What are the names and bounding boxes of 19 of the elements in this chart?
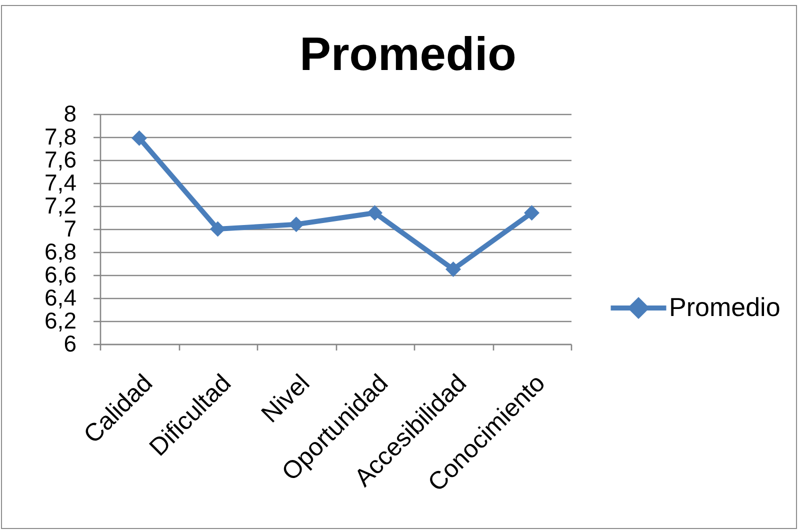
y-tick-label: 6,2 — [44, 308, 76, 334]
y-tick-label: 7,2 — [44, 192, 76, 218]
y-tick-label: 7,8 — [44, 124, 76, 150]
point — [367, 205, 382, 221]
y-tick-label: 8 — [64, 100, 76, 126]
y-tick-label: 6 — [64, 330, 76, 356]
y-tick-label: 6,8 — [44, 238, 76, 264]
y-tick-label: 6,6 — [44, 262, 76, 288]
y-tick-label: 7,6 — [44, 146, 76, 172]
y-tick-label: 7 — [64, 216, 76, 242]
chart-title: Promedio — [300, 27, 516, 80]
point — [132, 130, 147, 146]
y-tick-label: 6,4 — [44, 284, 77, 310]
point — [524, 205, 540, 221]
point — [288, 216, 304, 232]
y-tick-label: 7,4 — [44, 170, 77, 196]
point — [446, 262, 461, 277]
legend-label: Promedio — [669, 292, 780, 322]
point — [210, 221, 226, 237]
